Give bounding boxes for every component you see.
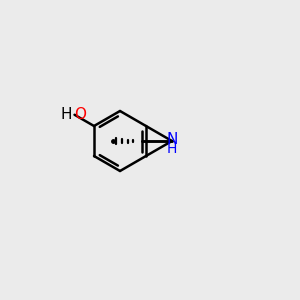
Text: N: N (166, 132, 178, 147)
Text: H: H (61, 107, 72, 122)
Text: O: O (74, 107, 86, 122)
Text: H: H (167, 142, 177, 156)
